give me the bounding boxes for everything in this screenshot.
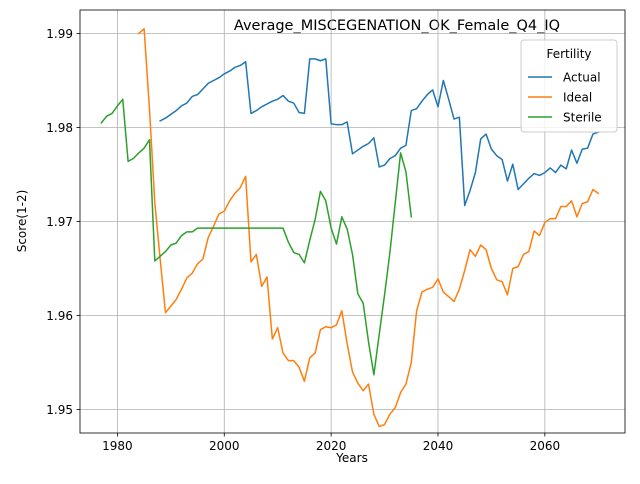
legend-entries: Actual Ideal Sterile	[528, 71, 602, 125]
y-tick-label: 1.99	[46, 27, 73, 41]
x-tick-label: 2060	[530, 439, 561, 453]
y-tick-label: 1.97	[46, 215, 73, 229]
x-tick-label: 2020	[316, 439, 347, 453]
legend: Fertility Actual Ideal Sterile	[520, 39, 618, 133]
series-lines	[100, 28, 600, 428]
y-axis-ticks: 1.95 1.96 1.97 1.98 1.99	[46, 27, 80, 417]
y-tick-label: 1.95	[46, 403, 73, 417]
series-line-sterile	[100, 98, 413, 376]
x-tick-label: 2000	[209, 439, 240, 453]
x-tick-label: 2040	[423, 439, 454, 453]
legend-title: Fertility	[546, 47, 591, 61]
y-axis-label: Score(1-2)	[15, 190, 29, 253]
legend-label-sterile: Sterile	[563, 111, 602, 125]
legend-box	[520, 39, 618, 133]
series-line-ideal	[137, 28, 600, 428]
y-tick-label: 1.96	[46, 309, 73, 323]
x-axis-ticks: 1980 2000 2020 2040 2060	[102, 433, 560, 453]
x-axis-label: Years	[335, 451, 368, 465]
chart-title: Average_MISCEGENATION_OK_Female_Q4_IQ	[234, 18, 560, 34]
legend-label-actual: Actual	[563, 71, 601, 85]
series-line-actual	[159, 58, 600, 207]
y-tick-label: 1.98	[46, 121, 73, 135]
legend-label-ideal: Ideal	[563, 91, 592, 105]
x-tick-label: 1980	[102, 439, 133, 453]
